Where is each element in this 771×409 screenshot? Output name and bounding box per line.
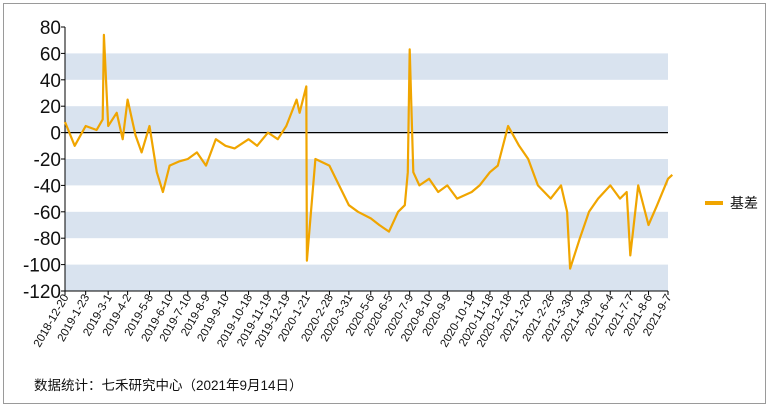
legend: 基差 bbox=[705, 195, 758, 211]
y-tick-label: -80 bbox=[34, 229, 61, 250]
y-tick-label: -100 bbox=[23, 256, 61, 277]
y-tick-label: 60 bbox=[40, 44, 61, 65]
series-layer bbox=[63, 33, 674, 270]
y-tick-label: -20 bbox=[34, 150, 61, 171]
grid-bands bbox=[65, 53, 668, 291]
grid-band bbox=[65, 106, 668, 133]
y-tick-label: -40 bbox=[34, 176, 61, 197]
grid-band bbox=[65, 53, 668, 80]
y-tick-label: -120 bbox=[23, 282, 61, 303]
legend-label: 基差 bbox=[730, 195, 758, 211]
source-note: 数据统计：七禾研究中心（2021年9月14日） bbox=[34, 378, 303, 393]
y-tick-label: 20 bbox=[40, 97, 61, 118]
y-tick-label: 40 bbox=[40, 71, 61, 92]
y-tick-label: -60 bbox=[34, 203, 61, 224]
x-axis: 2018-12-202019-1-232019-3-12019-4-22019-… bbox=[32, 290, 675, 349]
y-axis: 80 60 40 20 0 -20 -40 -60 -80 -100 -120 bbox=[23, 18, 668, 303]
series-line-basis bbox=[63, 33, 674, 270]
y-tick-label: 0 bbox=[50, 124, 61, 145]
y-tick-label: 80 bbox=[40, 18, 61, 39]
grid-band bbox=[65, 264, 668, 291]
